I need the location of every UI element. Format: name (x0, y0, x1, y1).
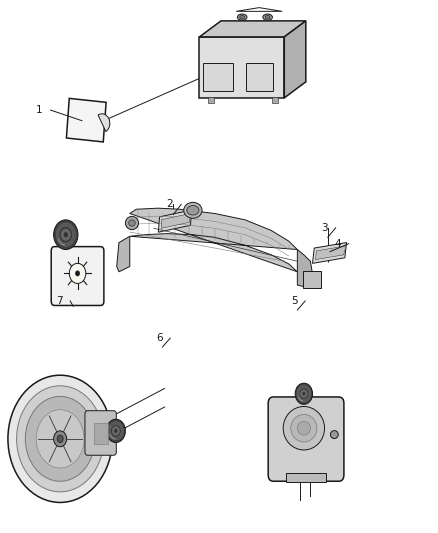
Ellipse shape (57, 223, 75, 246)
Polygon shape (297, 249, 313, 287)
Wedge shape (98, 114, 110, 132)
Text: 6: 6 (156, 333, 162, 343)
Ellipse shape (61, 229, 71, 240)
Polygon shape (199, 37, 284, 98)
Polygon shape (312, 243, 346, 263)
Polygon shape (158, 210, 192, 232)
Ellipse shape (240, 15, 244, 19)
Ellipse shape (64, 232, 68, 238)
Ellipse shape (297, 421, 311, 435)
Polygon shape (315, 246, 346, 260)
Ellipse shape (129, 220, 135, 226)
Ellipse shape (283, 407, 325, 450)
Polygon shape (130, 208, 297, 272)
Bar (286, 473, 325, 482)
Ellipse shape (53, 220, 78, 249)
Ellipse shape (53, 431, 67, 447)
Ellipse shape (297, 385, 311, 402)
Text: 7: 7 (56, 296, 62, 306)
Ellipse shape (25, 397, 95, 481)
Text: 4: 4 (334, 239, 341, 249)
Ellipse shape (57, 435, 63, 442)
Ellipse shape (291, 415, 317, 442)
Text: 1: 1 (36, 105, 43, 115)
Ellipse shape (36, 410, 84, 468)
Ellipse shape (17, 386, 104, 492)
Ellipse shape (59, 227, 73, 243)
Ellipse shape (69, 263, 86, 284)
Ellipse shape (237, 14, 247, 20)
Polygon shape (284, 21, 306, 98)
Ellipse shape (108, 422, 124, 440)
Ellipse shape (110, 424, 121, 438)
Bar (303, 271, 321, 288)
Bar (208, 97, 215, 103)
Ellipse shape (265, 15, 270, 19)
Text: 3: 3 (321, 223, 328, 233)
Ellipse shape (302, 392, 306, 396)
Ellipse shape (300, 390, 307, 398)
Ellipse shape (8, 375, 113, 503)
Bar (272, 97, 278, 103)
Bar (203, 63, 233, 91)
Ellipse shape (114, 429, 118, 433)
Text: 2: 2 (167, 199, 173, 209)
Ellipse shape (299, 388, 309, 400)
Ellipse shape (263, 14, 272, 20)
Ellipse shape (75, 271, 80, 276)
FancyBboxPatch shape (268, 397, 344, 481)
Ellipse shape (184, 203, 202, 218)
Polygon shape (199, 21, 306, 37)
Polygon shape (67, 99, 106, 142)
Ellipse shape (125, 216, 138, 230)
FancyBboxPatch shape (51, 247, 104, 305)
Bar (94, 423, 108, 444)
Ellipse shape (187, 206, 199, 215)
FancyBboxPatch shape (85, 411, 116, 455)
Ellipse shape (330, 431, 338, 439)
Polygon shape (161, 213, 191, 228)
Polygon shape (117, 236, 130, 272)
Bar (246, 63, 273, 91)
Ellipse shape (106, 419, 125, 442)
Text: 5: 5 (291, 296, 297, 306)
Ellipse shape (112, 426, 120, 435)
Ellipse shape (295, 383, 313, 405)
